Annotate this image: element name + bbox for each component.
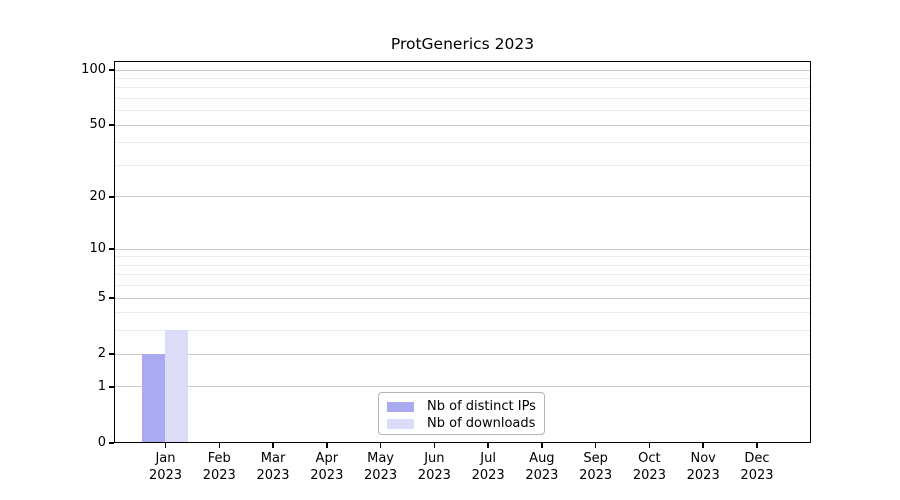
legend-label-distinct-ips: Nb of distinct IPs <box>427 399 536 414</box>
x-tick-mark <box>218 443 221 448</box>
bar-nb-of-distinct-ips <box>142 353 165 442</box>
x-tick-month: Jun <box>424 451 445 466</box>
chart-title: ProtGenerics 2023 <box>390 35 535 53</box>
minor-gridline <box>115 97 810 99</box>
x-tick-month: Dec <box>744 451 770 466</box>
major-gridline <box>115 386 810 388</box>
major-gridline <box>115 124 810 126</box>
x-tick-label: Aug 2023 <box>510 450 574 484</box>
major-gridline <box>115 353 810 355</box>
x-tick-mark <box>272 443 274 448</box>
major-gridline <box>115 69 810 71</box>
minor-gridline <box>115 87 810 89</box>
y-tick-mark <box>109 69 114 71</box>
minor-gridline <box>115 264 810 266</box>
x-tick-label: Jan 2023 <box>134 450 198 484</box>
y-tick-label: 0 <box>97 435 106 450</box>
major-gridline <box>115 196 810 198</box>
x-tick-month: May <box>367 451 395 466</box>
y-tick-mark <box>109 386 114 388</box>
y-tick-label: 10 <box>89 241 106 257</box>
y-tick-mark <box>109 297 114 299</box>
x-tick-label: Jun 2023 <box>402 450 466 484</box>
legend-swatch-distinct-ips <box>387 401 414 412</box>
x-tick-mark <box>326 443 328 448</box>
x-tick-mark <box>433 443 436 448</box>
y-tick-label: 5 <box>97 290 106 306</box>
y-tick-label: 20 <box>89 188 106 204</box>
major-gridline <box>115 297 810 299</box>
x-tick-mark <box>594 443 597 448</box>
legend-entry-downloads: Nb of downloads <box>387 416 544 431</box>
x-tick-month: Aug <box>529 451 555 466</box>
y-tick-mark <box>109 442 114 444</box>
x-tick-year: 2023 <box>579 468 613 483</box>
x-tick-year: 2023 <box>202 468 236 483</box>
y-tick-mark <box>109 248 114 250</box>
x-tick-mark <box>379 443 382 448</box>
y-tick-mark <box>109 124 114 126</box>
x-tick-year: 2023 <box>525 468 559 483</box>
minor-gridline <box>115 164 810 166</box>
y-tick-label: 2 <box>97 346 106 362</box>
x-tick-year: 2023 <box>417 468 451 483</box>
y-tick-mark <box>109 353 114 355</box>
minor-gridline <box>115 110 810 112</box>
minor-gridline <box>115 142 810 144</box>
y-tick-label: 100 <box>81 62 106 77</box>
x-tick-label: May 2023 <box>349 450 413 484</box>
x-tick-month: Sep <box>583 451 608 466</box>
x-tick-month: Jan <box>155 451 176 466</box>
minor-gridline <box>115 285 810 287</box>
x-tick-year: 2023 <box>632 468 666 483</box>
x-tick-year: 2023 <box>310 468 344 483</box>
legend: Nb of distinct IPs Nb of downloads <box>378 392 545 435</box>
x-tick-month: Feb <box>207 451 231 466</box>
y-tick-mark <box>109 196 114 198</box>
x-tick-label: Nov 2023 <box>671 450 735 484</box>
x-tick-year: 2023 <box>686 468 720 483</box>
x-tick-month: Nov <box>690 451 716 466</box>
bar-nb-of-downloads <box>165 330 188 442</box>
x-tick-label: Jul 2023 <box>456 450 520 484</box>
legend-label-downloads: Nb of downloads <box>427 416 536 431</box>
minor-gridline <box>115 312 810 314</box>
x-tick-mark <box>702 443 704 448</box>
legend-swatch-downloads <box>387 418 414 429</box>
x-tick-mark <box>648 443 651 448</box>
major-gridline <box>115 248 810 250</box>
x-tick-year: 2023 <box>471 468 505 483</box>
x-tick-mark <box>487 443 489 448</box>
x-tick-month: Oct <box>638 451 661 466</box>
x-tick-label: Feb 2023 <box>187 450 251 484</box>
x-tick-year: 2023 <box>364 468 398 483</box>
plot-area <box>114 61 811 443</box>
x-tick-month: Mar <box>260 451 286 466</box>
x-tick-year: 2023 <box>148 468 183 483</box>
x-tick-mark <box>756 443 758 448</box>
y-tick-label: 50 <box>89 117 106 133</box>
x-tick-mark <box>164 443 167 448</box>
minor-gridline <box>115 330 810 332</box>
x-tick-label: Dec 2023 <box>725 450 789 484</box>
x-tick-label: Sep 2023 <box>564 450 628 484</box>
x-tick-mark <box>541 443 543 448</box>
x-tick-label: Apr 2023 <box>295 450 359 484</box>
minor-gridline <box>115 77 810 79</box>
x-tick-month: Apr <box>315 451 339 466</box>
minor-gridline <box>115 256 810 258</box>
x-tick-year: 2023 <box>740 468 774 483</box>
legend-entry-distinct-ips: Nb of distinct IPs <box>387 399 544 414</box>
x-tick-month: Jul <box>480 451 496 466</box>
minor-gridline <box>115 274 810 276</box>
x-tick-year: 2023 <box>256 468 290 483</box>
x-tick-label: Mar 2023 <box>241 450 305 484</box>
x-tick-label: Oct 2023 <box>617 450 681 484</box>
y-tick-label: 1 <box>97 378 106 394</box>
